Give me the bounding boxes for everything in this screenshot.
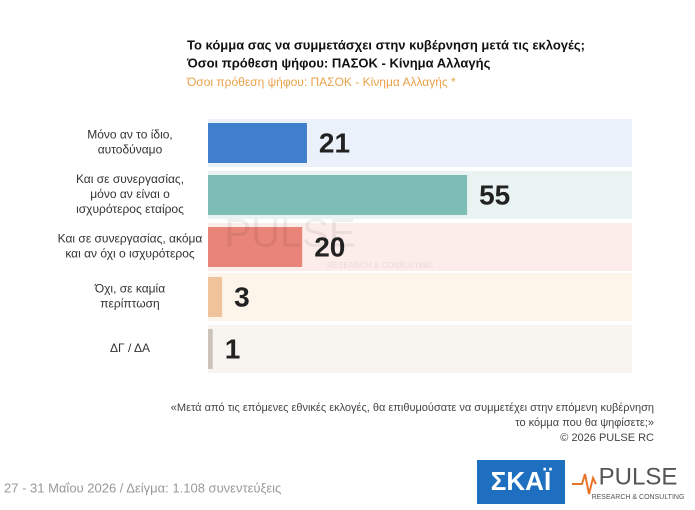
bar [208,329,213,369]
chart-subtitle: Όσοι πρόθεση ψήφου: ΠΑΣΟΚ - Κίνημα Αλλαγ… [186,75,456,89]
chart-title: Όσοι πρόθεση ψήφου: ΠΑΣΟΚ - Κίνημα Αλλαγ… [186,55,491,70]
category-label: Και σε συνεργασίας, ακόμα [58,232,203,246]
value-label: 1 [225,333,241,364]
category-label: Μόνο αν το ίδιο, [87,128,173,142]
skai-logo-box [477,460,565,504]
category-label: και αν όχι ο ισχυρότερος [65,247,195,261]
category-label: Όχι, σε καμία [94,282,165,296]
watermark: RESEARCH & CONSULTING [327,261,433,270]
bar [208,123,307,163]
footer: 27 - 31 Μαΐου 2026 / Δείγμα: 1.108 συνεν… [4,480,281,495]
category-label: περίπτωση [100,297,159,311]
bar [208,227,303,267]
skai-logo: ΣΚΑΪ [491,466,552,496]
question: «Μετά από τις επόμενες εθνικές εκλογές, … [171,402,654,414]
pulse-logo-sub: RESEARCH & CONSULTING [592,494,685,501]
value-label: 55 [479,179,510,210]
category-label: αυτοδύναμο [98,143,163,157]
category-label: μόνο αν είναι ο [90,187,170,201]
watermark: PULSE [224,212,355,256]
chart-title: Το κόμμα σας να συμμετάσχει στην κυβέρνη… [187,37,585,52]
plot: 21 Μόνο αν το ίδιο,αυτοδύναμο 55 Και σε συν… [58,119,632,373]
row-band [208,325,632,373]
copyright: © 2026 PULSE RC [560,432,654,444]
value-label: 3 [234,281,250,312]
row-band [208,273,632,321]
pulse-logo-wave [572,473,597,495]
value-label: 21 [319,127,350,158]
category-label: Και σε συνεργασίας, [76,172,184,186]
pulse-logo: PULSE [599,463,678,490]
bar [208,277,223,317]
question: το κόμμα που θα ψηφίσετε;» [515,417,654,429]
category-label: ΔΓ / ΔΑ [110,341,150,355]
bar [208,175,468,215]
category-label: ισχυρότερος εταίρος [76,202,184,216]
value-label: 20 [314,231,345,262]
